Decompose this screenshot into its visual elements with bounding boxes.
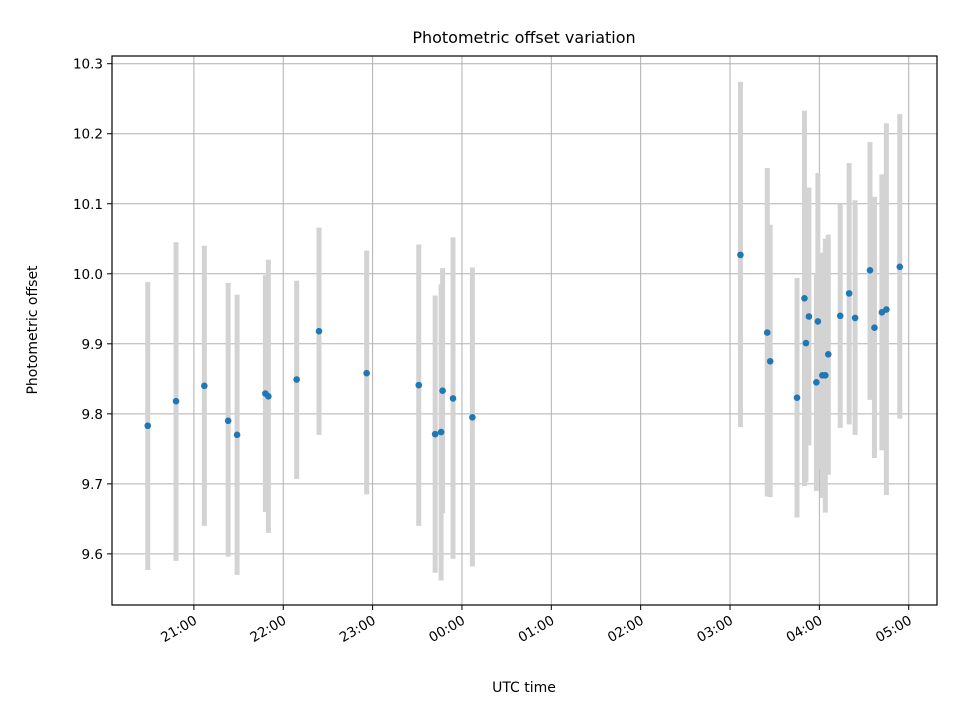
data-points bbox=[144, 251, 904, 439]
data-point bbox=[896, 263, 904, 271]
x-tick-label: 04:00 bbox=[784, 613, 826, 646]
data-point bbox=[793, 394, 801, 402]
data-point bbox=[866, 266, 874, 274]
x-axis-label: UTC time bbox=[492, 680, 556, 696]
chart-title: Photometric offset variation bbox=[412, 28, 635, 47]
y-tick-label: 10.2 bbox=[73, 127, 103, 143]
x-axis-ticks: 21:00 22:00 23:00 00:00 01:00 02:00 03:00 04:00… bbox=[158, 605, 915, 646]
data-point bbox=[851, 314, 859, 322]
x-tick-label: 01:00 bbox=[516, 613, 558, 646]
data-point bbox=[233, 431, 241, 439]
data-point bbox=[144, 422, 152, 430]
data-point bbox=[805, 313, 813, 320]
x-tick-label: 00:00 bbox=[426, 613, 468, 646]
y-axis-label: Photometric offset bbox=[25, 265, 41, 395]
data-point bbox=[763, 329, 771, 336]
x-tick-label: 23:00 bbox=[337, 613, 379, 646]
y-tick-label: 9.7 bbox=[82, 477, 103, 493]
data-point bbox=[431, 430, 439, 438]
y-tick-label: 9.8 bbox=[82, 407, 103, 423]
data-point bbox=[449, 395, 457, 402]
plot-frame bbox=[111, 55, 938, 606]
data-point bbox=[201, 382, 208, 390]
data-point bbox=[845, 290, 853, 297]
x-tick-label: 03:00 bbox=[694, 613, 736, 646]
data-point bbox=[824, 351, 832, 358]
data-point bbox=[469, 414, 476, 421]
y-tick-label: 9.9 bbox=[82, 337, 103, 353]
data-point bbox=[315, 327, 323, 335]
x-tick-label: 05:00 bbox=[873, 613, 915, 646]
y-tick-label: 10.0 bbox=[73, 267, 103, 283]
data-point bbox=[293, 376, 300, 383]
x-tick-label: 22:00 bbox=[248, 613, 290, 646]
data-point bbox=[801, 294, 808, 302]
y-tick-label: 10.3 bbox=[73, 57, 103, 73]
data-point bbox=[224, 417, 232, 425]
data-point bbox=[813, 379, 820, 386]
y-tick-label: 10.1 bbox=[73, 197, 103, 213]
x-tick-label: 21:00 bbox=[158, 613, 200, 646]
data-point bbox=[265, 393, 272, 400]
error-bars bbox=[145, 81, 903, 581]
data-point bbox=[883, 306, 890, 313]
grid-lines bbox=[112, 56, 937, 605]
data-point bbox=[363, 369, 370, 377]
data-point bbox=[822, 372, 829, 379]
x-tick-label: 02:00 bbox=[605, 613, 647, 646]
data-point bbox=[439, 387, 446, 395]
data-point bbox=[437, 428, 445, 436]
data-point bbox=[836, 312, 844, 320]
data-point bbox=[814, 318, 822, 325]
data-point bbox=[415, 381, 423, 389]
y-axis-ticks: 9.6 9.7 9.8 9.9 10.0 10.1 10.2 10.3 bbox=[73, 57, 112, 563]
data-point bbox=[172, 397, 180, 405]
data-point bbox=[766, 358, 774, 365]
y-tick-label: 9.6 bbox=[82, 547, 103, 563]
data-point bbox=[802, 339, 810, 347]
data-point bbox=[737, 251, 744, 259]
data-point bbox=[871, 324, 878, 331]
